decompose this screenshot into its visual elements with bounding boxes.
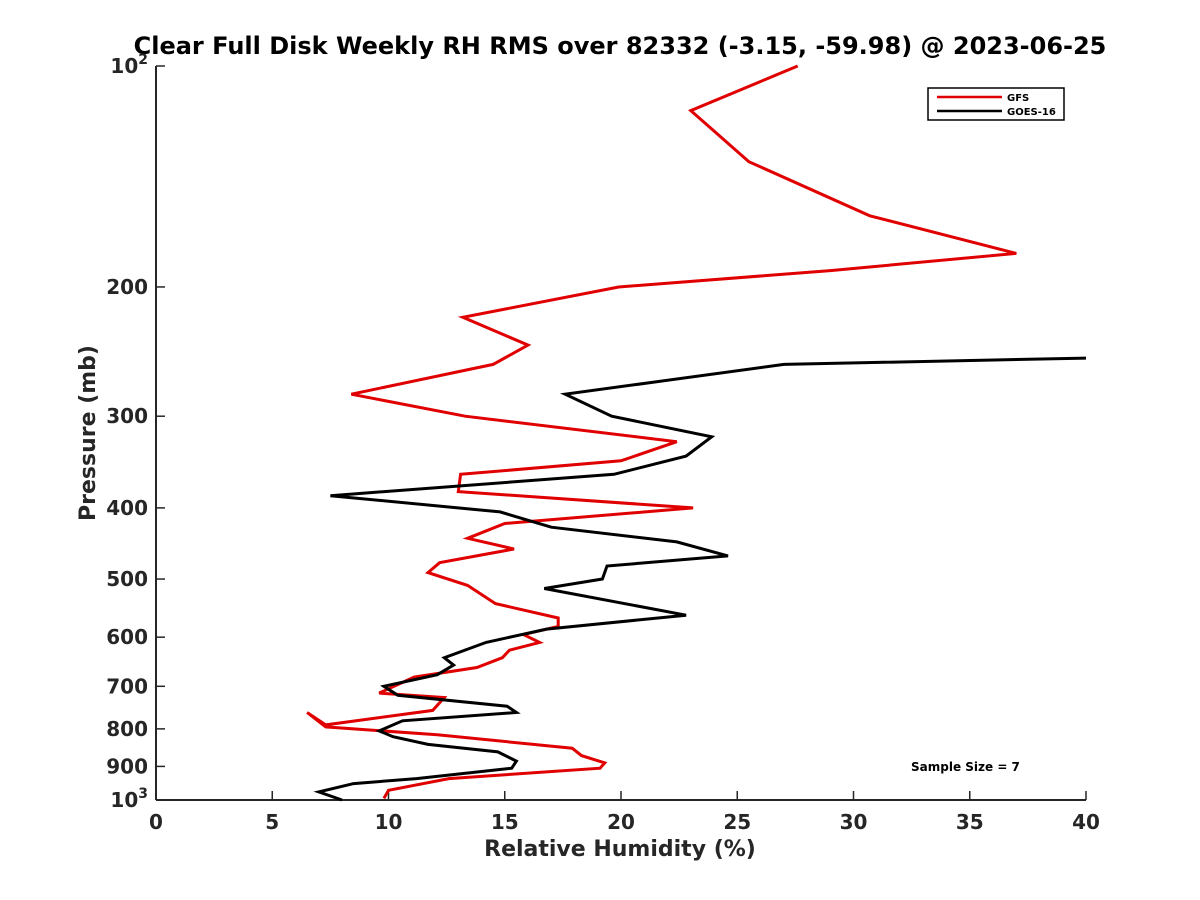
x-tick-label: 15: [491, 810, 519, 834]
y-tick-label: 900: [106, 754, 148, 778]
y-tick-label: 500: [106, 567, 148, 591]
x-tick-label: 20: [607, 810, 635, 834]
y-tick-label: 800: [106, 717, 148, 741]
y-tick-label: 400: [106, 496, 148, 520]
legend-box: [927, 87, 1065, 121]
y-tick-label: 200: [106, 275, 148, 299]
chart-title: Clear Full Disk Weekly RH RMS over 82332…: [134, 32, 1107, 60]
y-tick-label: 103: [110, 786, 148, 812]
x-axis-label: Relative Humidity (%): [484, 837, 756, 862]
y-tick-label: 700: [106, 674, 148, 698]
series-line-goes16: [313, 356, 1087, 802]
x-tick-label: 35: [956, 810, 984, 834]
plot-area: 0 5 10 15 20 25 30 35 40 102 200 300 400 500 600 700 800…: [106, 52, 1100, 834]
x-tick-label: 10: [375, 810, 403, 834]
x-tick-label: 40: [1072, 810, 1100, 834]
series-line-gfs: [306, 64, 1017, 800]
legend: GFS GOES-16: [927, 87, 1065, 121]
x-tick-label: 0: [149, 810, 163, 834]
y-tick-label: 300: [106, 404, 148, 428]
x-tick-label: 5: [265, 810, 279, 834]
y-tick-label: 600: [106, 625, 148, 649]
y-tick-label: 102: [110, 52, 148, 78]
x-tick-label: 25: [723, 810, 751, 834]
sample-size-annotation: Sample Size = 7: [911, 760, 1020, 774]
x-tick-label: 30: [840, 810, 868, 834]
y-axis-label: Pressure (mb): [76, 345, 101, 521]
legend-label-gfs: GFS: [1007, 93, 1029, 104]
legend-label-goes16: GOES-16: [1007, 107, 1056, 118]
